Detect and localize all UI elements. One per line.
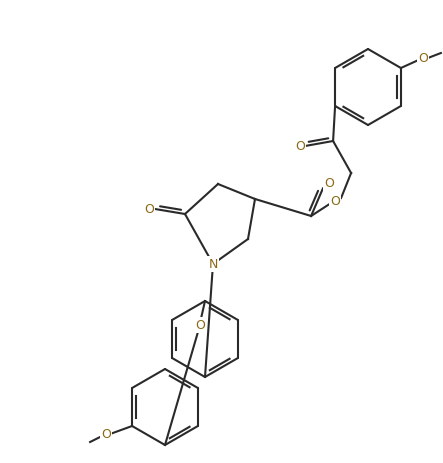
Text: O: O: [418, 52, 428, 65]
Text: O: O: [144, 203, 154, 216]
Text: O: O: [295, 140, 305, 153]
Text: O: O: [101, 427, 111, 441]
Text: O: O: [330, 195, 340, 208]
Text: N: N: [208, 258, 218, 271]
Text: O: O: [324, 177, 334, 190]
Text: O: O: [195, 319, 205, 332]
